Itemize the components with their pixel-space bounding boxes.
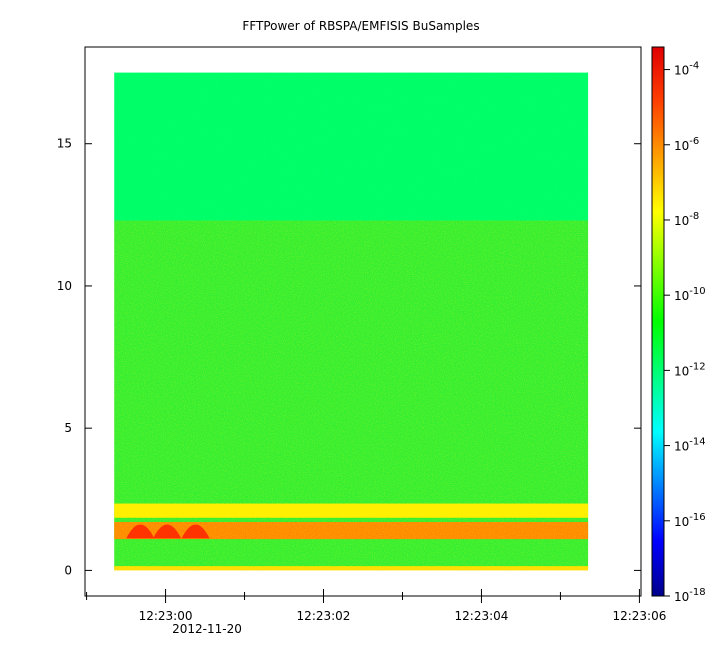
emission-burst-1 xyxy=(153,524,182,539)
colorbar-tick-label: 10-6 xyxy=(674,136,699,153)
colorbar-tick-label: 10-10 xyxy=(674,286,706,303)
y-tick-label: 5 xyxy=(64,421,72,435)
colorbar-ticks: 10-18 10-16 10-14 10-12 10-10 10-8 10-6 10-4 xyxy=(664,61,706,604)
x-tick-label: 12:23:06 xyxy=(612,609,666,623)
spectrogram-texture-1 xyxy=(114,220,589,569)
x-date-label: 2012-11-20 xyxy=(172,622,242,636)
y-tick-label: 0 xyxy=(64,563,72,577)
emission-burst-2 xyxy=(181,524,210,539)
colorbar-tick-label: 10-14 xyxy=(674,437,706,454)
spectrogram-data xyxy=(114,72,589,571)
y-tick-label: 10 xyxy=(57,279,72,293)
x-tick-label: 12:23:00 xyxy=(139,609,193,623)
colorbar xyxy=(651,46,665,597)
spectrogram-texture-0 xyxy=(114,72,589,221)
emission-burst-0 xyxy=(126,524,155,539)
y-axis: 0 5 10 15 xyxy=(57,137,641,577)
colorbar-tick-label: 10-8 xyxy=(674,211,699,228)
colorbar-tick-label: 10-4 xyxy=(674,61,699,78)
x-tick-label: 12:23:04 xyxy=(455,609,509,623)
x-tick-label: 12:23:02 xyxy=(297,609,351,623)
y-tick-label: 15 xyxy=(57,137,72,151)
colorbar-tick-label: 10-12 xyxy=(674,361,706,378)
x-axis: 12:23:00 12:23:02 12:23:04 12:23:06 xyxy=(86,589,666,623)
colorbar-tick-label: 10-16 xyxy=(674,512,706,529)
colorbar-tick-label: 10-18 xyxy=(674,587,706,604)
chart-title: FFTPower of RBSPA/EMFISIS BuSamples xyxy=(242,19,479,33)
